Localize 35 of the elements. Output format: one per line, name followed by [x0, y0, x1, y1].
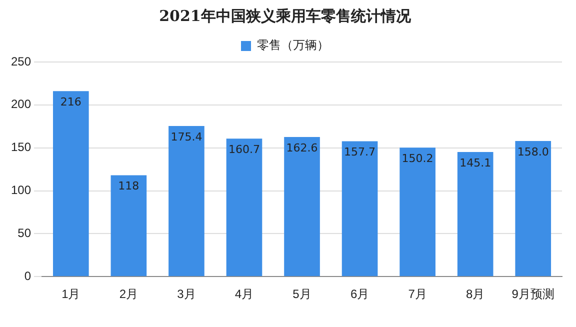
x-tick-label: 5月 [292, 287, 312, 302]
bar [110, 175, 147, 276]
data-label: 118 [118, 180, 140, 193]
y-tick-label: 200 [10, 97, 32, 112]
x-tick-label: 8月 [466, 287, 485, 302]
bar [342, 141, 378, 276]
data-label: 145.1 [460, 156, 492, 170]
legend-label: 零售（万辆） [257, 38, 329, 52]
bar [53, 91, 89, 276]
x-tick-label: 9月预测 [512, 287, 554, 302]
x-tick-label: 7月 [408, 287, 427, 302]
bar [400, 148, 436, 276]
bar [457, 152, 494, 276]
bar [226, 138, 262, 276]
data-label: 216 [60, 96, 82, 109]
x-tick-label: 6月 [350, 287, 370, 302]
bar [168, 126, 204, 276]
data-label: 157.7 [344, 146, 376, 159]
bar [515, 140, 552, 276]
data-label: 175.4 [170, 130, 202, 144]
bar [284, 137, 320, 276]
x-tick-label: 3月 [177, 287, 196, 302]
y-tick-label: 0 [24, 268, 32, 283]
data-label: 162.6 [286, 141, 318, 154]
data-label: 160.7 [228, 143, 260, 156]
y-tick-label: 150 [10, 140, 32, 154]
y-tick-label: 50 [18, 226, 32, 240]
data-label: 158.0 [517, 145, 549, 158]
data-label: 150.2 [402, 152, 434, 166]
x-tick-label: 4月 [234, 287, 254, 302]
y-tick-label: 250 [10, 54, 32, 68]
x-tick-label: 2月 [119, 287, 138, 302]
chart-title: 2021年中国狭义乘用车零售统计情况 [159, 6, 412, 25]
y-tick-label: 100 [10, 183, 32, 198]
x-tick-label: 1月 [62, 287, 80, 302]
